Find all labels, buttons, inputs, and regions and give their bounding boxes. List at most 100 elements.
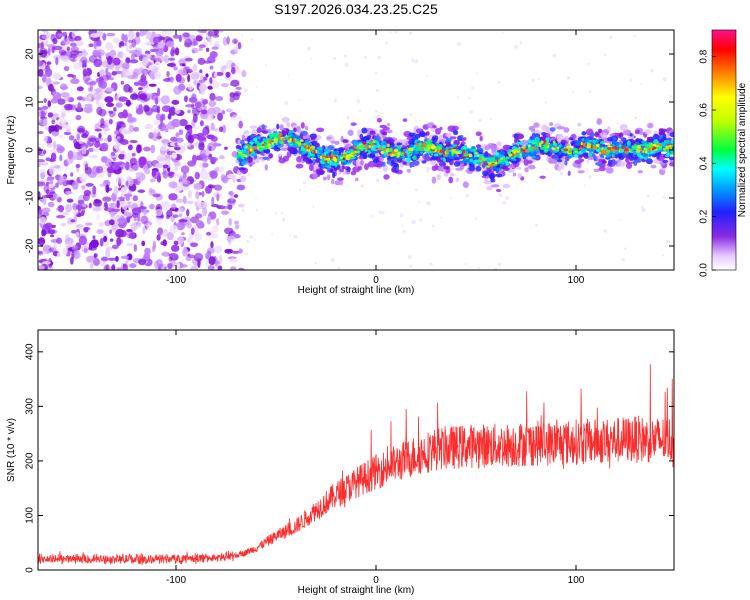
- noise-blob: [192, 63, 198, 72]
- signal-blob: [362, 153, 368, 160]
- noise-blob: [174, 146, 181, 151]
- noise-blob: [75, 204, 83, 211]
- noise-blob: [192, 38, 197, 46]
- signal-blob: [516, 133, 525, 140]
- spectrogram-y-tick-label: 0: [25, 147, 36, 153]
- signal-blob: [355, 177, 359, 182]
- signal-blob: [316, 146, 323, 151]
- noise-blob: [215, 72, 224, 76]
- noise-dot: [343, 54, 347, 58]
- signal-blob: [328, 159, 332, 164]
- signal-blob: [512, 158, 517, 162]
- snr-y-label: SNR (10 * v/v): [6, 418, 17, 482]
- signal-blob: [658, 132, 665, 136]
- noise-blob: [81, 97, 86, 102]
- signal-blob: [264, 145, 269, 149]
- noise-blob: [81, 133, 88, 139]
- noise-dot: [375, 114, 379, 119]
- signal-blob: [606, 153, 611, 158]
- noise-blob: [178, 129, 184, 136]
- noise-blob: [143, 208, 147, 216]
- signal-blob: [505, 156, 510, 160]
- noise-blob: [170, 182, 178, 189]
- noise-blob: [89, 154, 99, 159]
- noise-blob: [107, 134, 112, 143]
- noise-blob: [55, 57, 59, 66]
- signal-blob: [240, 139, 245, 145]
- noise-blob: [105, 248, 111, 258]
- signal-blob: [376, 117, 382, 123]
- noise-blob: [116, 237, 122, 246]
- noise-blob: [145, 92, 153, 99]
- noise-blob: [70, 50, 80, 56]
- noise-blob: [52, 140, 57, 150]
- noise-blob: [115, 176, 125, 184]
- noise-dot: [378, 210, 383, 214]
- noise-blob: [118, 96, 128, 102]
- signal-blob: [649, 137, 653, 144]
- signal-blob: [645, 158, 653, 165]
- noise-blob: [42, 118, 48, 127]
- signal-blob: [381, 161, 386, 167]
- noise-blob: [155, 61, 161, 65]
- signal-blob: [449, 147, 452, 151]
- noise-dot: [629, 79, 633, 82]
- noise-blob: [190, 265, 199, 270]
- signal-blob: [621, 138, 626, 142]
- noise-blob: [202, 128, 208, 136]
- noise-blob: [187, 83, 194, 91]
- noise-blob: [169, 76, 174, 83]
- noise-blob: [214, 40, 220, 46]
- noise-blob: [116, 136, 121, 140]
- noise-blob: [168, 193, 178, 201]
- signal-blob: [474, 152, 478, 155]
- noise-blob: [132, 71, 139, 80]
- signal-blob: [556, 148, 560, 152]
- noise-blob: [207, 265, 215, 270]
- noise-blob: [43, 135, 48, 143]
- noise-dot: [440, 216, 442, 219]
- noise-blob: [83, 106, 93, 114]
- noise-dot: [519, 41, 523, 45]
- noise-blob: [217, 112, 223, 122]
- noise-dot: [497, 80, 501, 84]
- noise-blob: [52, 91, 57, 97]
- signal-blob: [431, 176, 437, 184]
- noise-blob: [88, 202, 92, 209]
- noise-dot: [650, 68, 654, 73]
- noise-blob: [231, 250, 240, 254]
- signal-blob: [643, 147, 648, 151]
- noise-blob: [217, 265, 223, 270]
- noise-dot: [409, 264, 413, 268]
- noise-blob: [108, 219, 115, 226]
- noise-dot: [284, 101, 289, 105]
- snr-x-tick-label: 0: [373, 575, 379, 586]
- signal-blob: [596, 143, 600, 148]
- signal-blob: [332, 156, 336, 160]
- noise-blob: [38, 68, 44, 77]
- signal-blob: [278, 136, 282, 140]
- signal-blob: [370, 143, 375, 146]
- noise-blob: [41, 194, 51, 199]
- signal-blob: [453, 161, 461, 167]
- signal-blob: [364, 149, 368, 152]
- noise-dot: [310, 57, 313, 60]
- noise-blob: [135, 107, 144, 115]
- noise-blob: [104, 97, 112, 102]
- signal-blob: [518, 141, 524, 146]
- signal-blob: [607, 147, 612, 150]
- noise-blob: [144, 247, 151, 256]
- signal-blob: [330, 154, 335, 157]
- noise-blob: [142, 56, 149, 67]
- signal-blob: [412, 155, 417, 161]
- noise-blob: [221, 110, 226, 115]
- noise-blob: [206, 215, 212, 225]
- noise-blob: [223, 227, 234, 235]
- signal-blob: [408, 139, 414, 146]
- signal-blob: [541, 131, 547, 137]
- noise-blob: [221, 82, 229, 88]
- noise-blob: [186, 236, 194, 245]
- signal-blob: [361, 127, 368, 134]
- noise-blob: [173, 85, 182, 95]
- signal-blob: [524, 167, 529, 173]
